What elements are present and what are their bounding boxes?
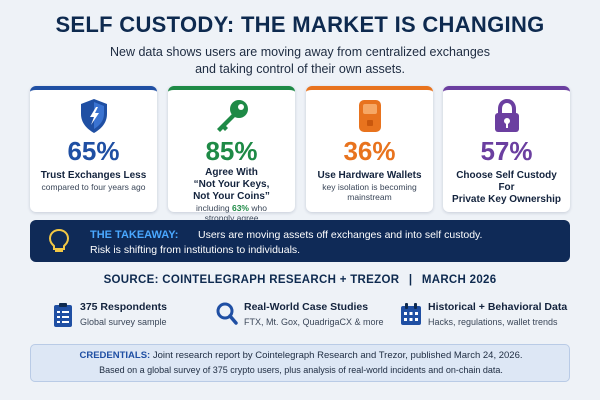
credentials-box: CREDENTIALS: Joint research report by Co…	[30, 344, 570, 382]
subtitle-line-2: and taking control of their own assets.	[195, 62, 405, 76]
credentials-line-1: CREDENTIALS: Joint research report by Co…	[31, 350, 571, 361]
stat-label: Choose Self Custody For Private Key Owne…	[447, 170, 566, 206]
stat-label-text: Use Hardware Wallets	[317, 170, 422, 181]
stat-value: 65%	[67, 136, 120, 166]
stat-note-line-2: strongly agree	[204, 213, 259, 223]
fact-subtitle: FTX, Mt. Gox, QuadrigaCX & more	[244, 317, 384, 327]
subtitle-line-1: New data shows users are moving away fro…	[109, 45, 491, 59]
stat-label-line-2: “Not Your Keys,	[193, 179, 270, 190]
fact-title: 375 Respondents	[80, 301, 167, 313]
stat-label-line-3: Not Your Coins”	[193, 191, 270, 202]
stat-note: compared to four years ago	[41, 182, 146, 192]
stat-note: including 63% who	[172, 203, 291, 213]
stat-label-line-1: Choose Self Custody For	[456, 170, 557, 193]
credentials-line-2: Based on a global survey of 375 crypto u…	[99, 365, 503, 375]
stat-note-pre: including	[196, 203, 230, 213]
source-facts: 375 Respondents Global survey sample Rea…	[52, 298, 572, 338]
takeaway-label: THE TAKEAWAY:	[90, 229, 179, 241]
fact-subtitle: Global survey sample	[80, 317, 167, 327]
stat-card-hardware-wallets: 36% Use Hardware Wallets key isolation i…	[306, 86, 433, 212]
calendar-icon	[400, 302, 422, 331]
stat-value: 57%	[480, 136, 533, 166]
takeaway-text-line-2: Risk is shifting from institutions to in…	[90, 244, 301, 256]
source-divider: |	[408, 274, 413, 286]
source-org: COINTELEGRAPH RESEARCH + TREZOR	[162, 274, 400, 286]
stat-note-highlight: 63%	[231, 203, 249, 213]
source-prefix: SOURCE:	[103, 274, 159, 286]
stat-value: 85%	[205, 136, 258, 166]
magnifier-icon	[216, 302, 238, 331]
stat-label: Trust Exchanges Less compared to four ye…	[34, 170, 153, 192]
lock-icon	[443, 98, 570, 134]
stat-label-text: Trust Exchanges Less	[40, 170, 147, 181]
page-subtitle: New data shows users are moving away fro…	[60, 44, 540, 78]
lightbulb-icon	[48, 228, 70, 259]
fact-title: Real-World Case Studies	[244, 301, 369, 313]
stat-label: Agree With “Not Your Keys, Not Your Coin…	[172, 167, 291, 223]
stat-note-line-2: mainstream	[347, 192, 392, 202]
credentials-text-1: Joint research report by Cointelegraph R…	[152, 350, 523, 361]
stat-label-line-1: Agree With	[205, 167, 258, 178]
hardware-wallet-icon	[306, 98, 433, 134]
page-title: SELF CUSTODY: THE MARKET IS CHANGING	[55, 12, 545, 37]
stat-card-not-your-keys: 85% Agree With “Not Your Keys, Not Your …	[168, 86, 295, 223]
stat-label: Use Hardware Wallets key isolation is be…	[310, 170, 429, 202]
source-date: MARCH 2026	[421, 274, 497, 286]
key-icon	[168, 98, 295, 134]
stat-cards: 65% Trust Exchanges Less compared to fou…	[30, 86, 570, 223]
stat-card-trust-exchanges: 65% Trust Exchanges Less compared to fou…	[30, 86, 157, 212]
stat-card-self-custody: 57% Choose Self Custody For Private Key …	[443, 86, 570, 212]
fact-title: Historical + Behavioral Data	[428, 301, 568, 313]
stat-label-line-2: Private Key Ownership	[452, 194, 561, 205]
credentials-label: CREDENTIALS:	[79, 350, 151, 361]
shield-icon	[30, 98, 157, 134]
fact-subtitle: Hacks, regulations, wallet trends	[428, 317, 558, 327]
stat-note-post: who	[251, 203, 267, 213]
takeaway-text-line-1: Users are moving assets off exchanges an…	[198, 229, 483, 241]
source-line: SOURCE: COINTELEGRAPH RESEARCH + TREZOR …	[0, 274, 600, 286]
stat-value: 36%	[343, 136, 396, 166]
stat-note-line-1: key isolation is becoming	[322, 182, 417, 192]
takeaway-banner: THE TAKEAWAY: Users are moving assets of…	[30, 220, 570, 262]
clipboard-icon	[52, 302, 74, 333]
